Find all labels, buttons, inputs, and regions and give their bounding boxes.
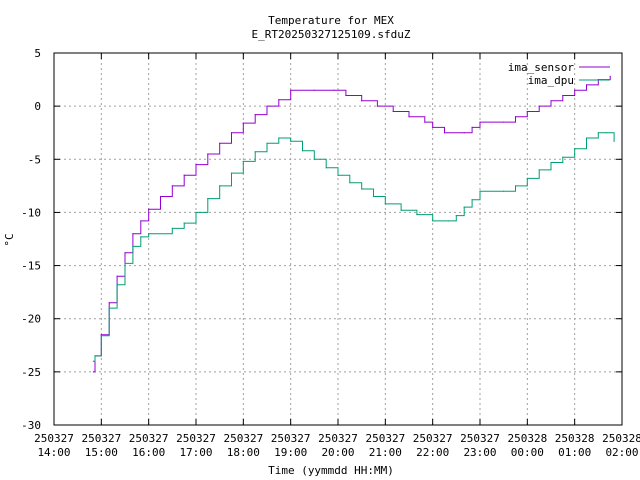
series-line bbox=[93, 132, 615, 362]
grid-layer bbox=[54, 53, 622, 425]
y-tick-label: 0 bbox=[34, 100, 41, 113]
legend-label: ima_sensor bbox=[508, 61, 575, 74]
x-tick-date: 250328 bbox=[602, 432, 640, 445]
x-tick-date: 250328 bbox=[555, 432, 595, 445]
x-tick-time: 15:00 bbox=[85, 446, 118, 459]
x-tick-time: 23:00 bbox=[463, 446, 496, 459]
chart-title: Temperature for MEX bbox=[268, 14, 394, 27]
x-tick-date: 250327 bbox=[318, 432, 358, 445]
x-tick-date: 250327 bbox=[271, 432, 311, 445]
x-tick-date: 250327 bbox=[223, 432, 263, 445]
y-tick-label: -30 bbox=[21, 419, 41, 432]
x-tick-time: 21:00 bbox=[369, 446, 402, 459]
x-tick-time: 00:00 bbox=[511, 446, 544, 459]
x-tick-date: 250327 bbox=[176, 432, 216, 445]
x-tick-date: 250327 bbox=[460, 432, 500, 445]
series-line bbox=[93, 76, 611, 373]
y-tick-label: -20 bbox=[21, 313, 41, 326]
y-tick-label: -25 bbox=[21, 366, 41, 379]
x-tick-time: 20:00 bbox=[321, 446, 354, 459]
y-axis-label: °C bbox=[3, 233, 16, 246]
x-tick-time: 01:00 bbox=[558, 446, 591, 459]
x-tick-time: 14:00 bbox=[37, 446, 70, 459]
plot-frame bbox=[53, 52, 623, 426]
x-tick-date: 250328 bbox=[507, 432, 547, 445]
x-tick-date: 250327 bbox=[129, 432, 169, 445]
x-tick-time: 19:00 bbox=[274, 446, 307, 459]
x-tick-date: 250327 bbox=[413, 432, 453, 445]
x-tick-time: 16:00 bbox=[132, 446, 165, 459]
x-axis-label: Time (yymmdd HH:MM) bbox=[268, 464, 394, 477]
legend-label: ima_dpu bbox=[528, 74, 574, 87]
x-tick-date: 250327 bbox=[81, 432, 121, 445]
series-layer bbox=[92, 75, 615, 373]
series-ima_sensor bbox=[92, 75, 611, 373]
x-tick-time: 18:00 bbox=[227, 446, 260, 459]
y-tick-label: -5 bbox=[28, 153, 41, 166]
chart-subtitle: E_RT20250327125109.sfduZ bbox=[252, 28, 411, 41]
y-tick-label: -15 bbox=[21, 260, 41, 273]
y-tick-label: 5 bbox=[34, 47, 41, 60]
y-tick-label: -10 bbox=[21, 206, 41, 219]
x-tick-time: 02:00 bbox=[605, 446, 638, 459]
axis-layer: -30-25-20-15-10-50525032714:0025032715:0… bbox=[21, 47, 640, 459]
x-tick-time: 22:00 bbox=[416, 446, 449, 459]
x-tick-date: 250327 bbox=[365, 432, 405, 445]
x-tick-time: 17:00 bbox=[179, 446, 212, 459]
series-ima_dpu bbox=[92, 132, 615, 362]
x-tick-date: 250327 bbox=[34, 432, 74, 445]
